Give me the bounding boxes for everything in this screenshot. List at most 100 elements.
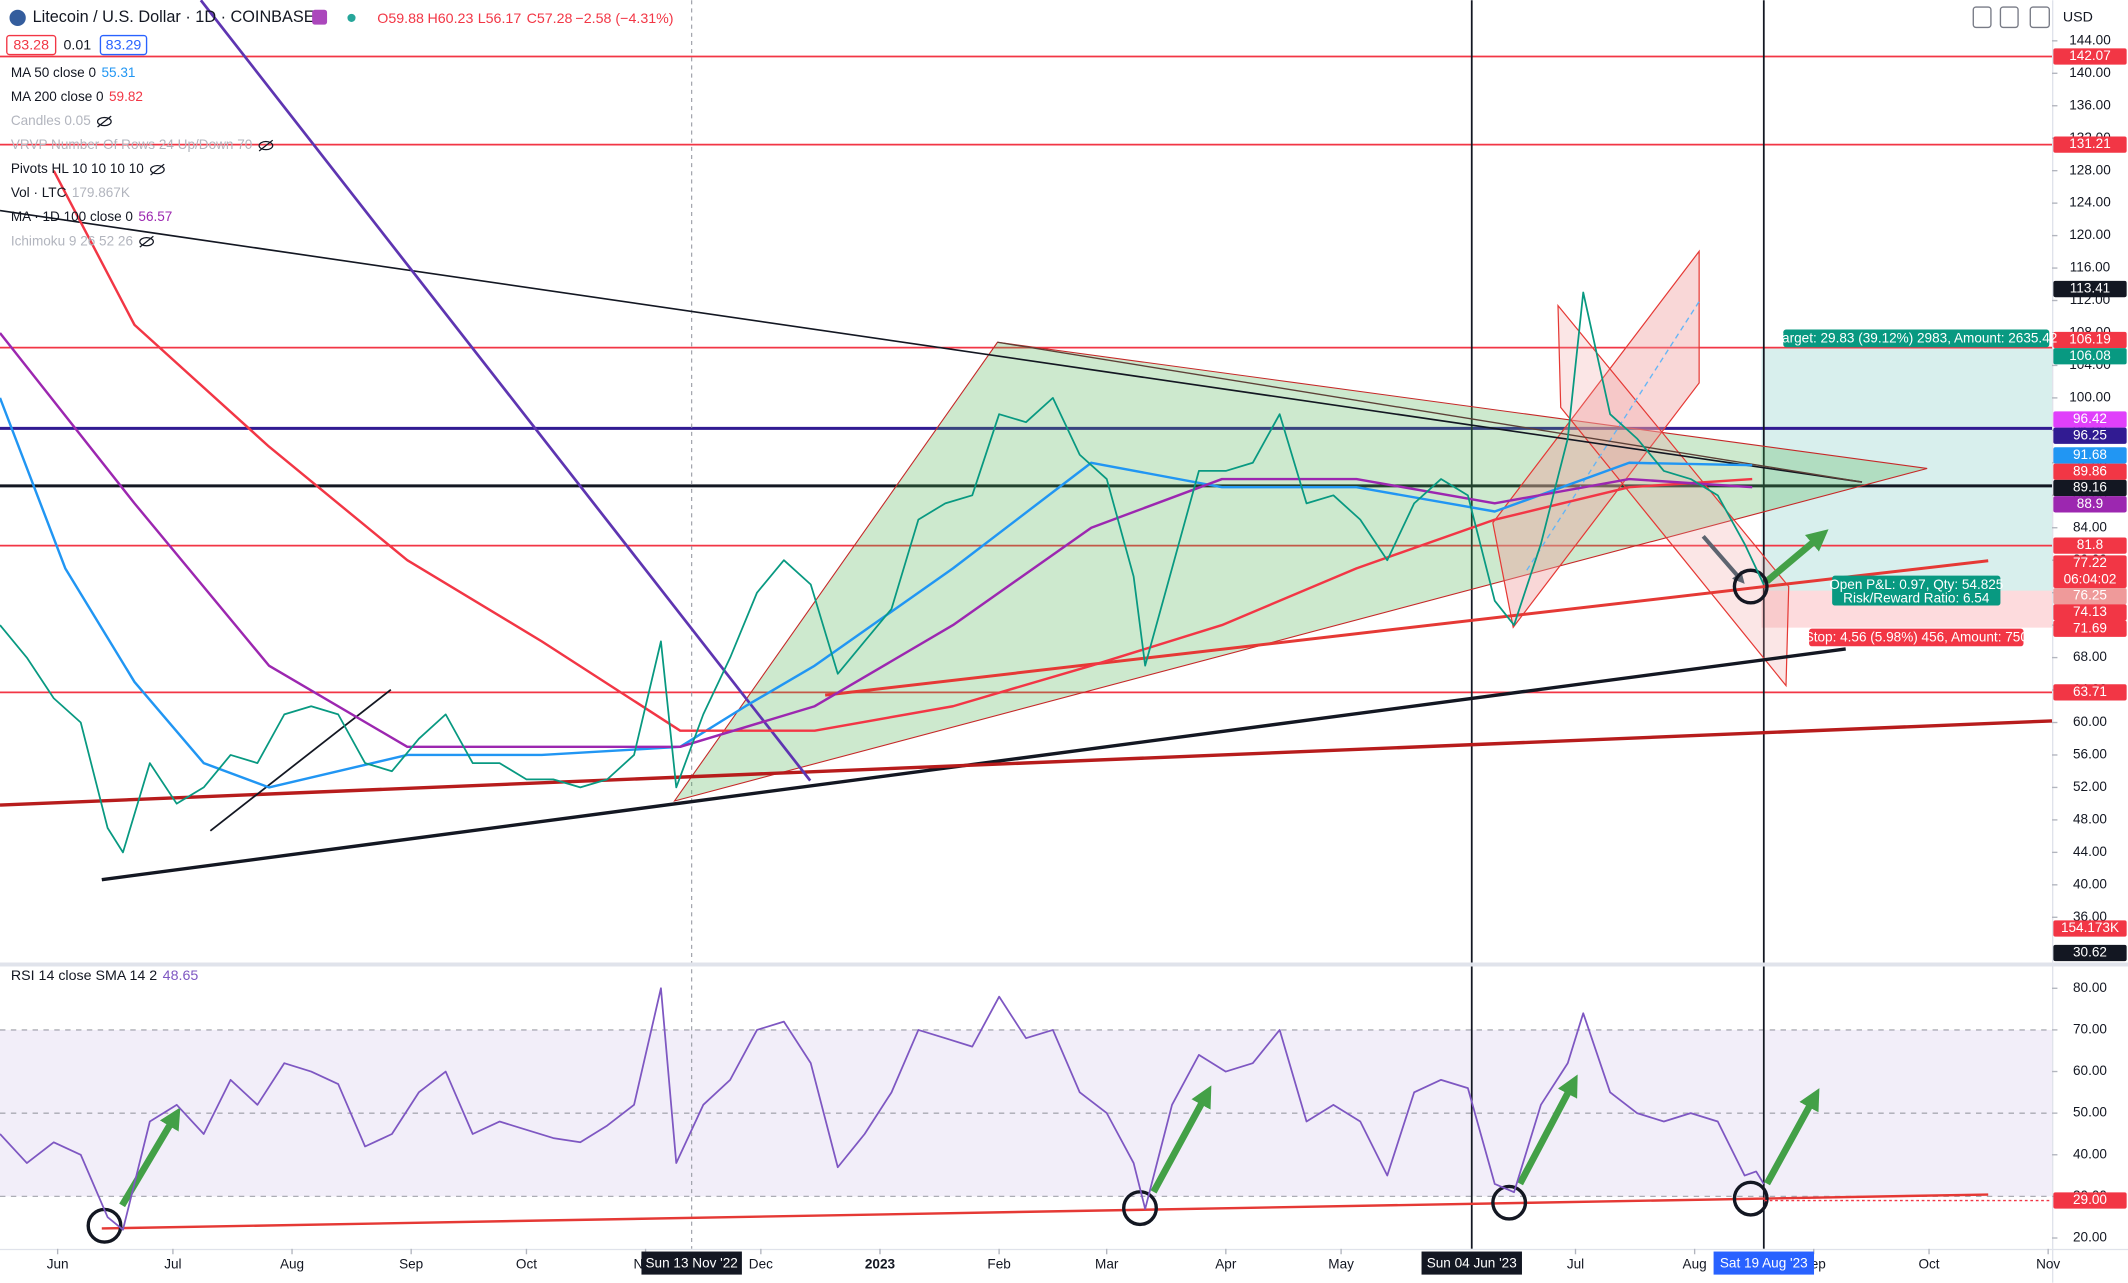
- y-tick-label: 44.00: [2073, 844, 2107, 859]
- low: L56.17: [478, 11, 522, 27]
- price-line: [0, 291, 1765, 854]
- rsi-line: [0, 987, 1765, 1231]
- price-label-bg: [2053, 427, 2127, 444]
- axis-labels: 36.0040.0044.0048.0052.0056.0060.0064.00…: [47, 32, 2127, 1275]
- volume-label: 154.173K: [2061, 920, 2119, 935]
- y-tick-label: 48.00: [2073, 811, 2107, 826]
- toolbar-button[interactable]: [1972, 6, 1992, 29]
- trendline: [199, 0, 812, 782]
- rsi-legend-value: 48.65: [163, 968, 199, 984]
- arrow: [119, 1107, 181, 1208]
- visibility-toggle-slash: [97, 115, 112, 128]
- x-tick-label: Apr: [1215, 1257, 1237, 1272]
- flag[interactable]: [312, 9, 328, 25]
- legend-value: 59.82: [109, 89, 143, 104]
- bid-box[interactable]: [6, 34, 57, 56]
- y-tick-label: 70.00: [2073, 1021, 2107, 1036]
- symbol-title[interactable]: Litecoin / U.S. Dollar · 1D · COINBASE: [33, 8, 315, 26]
- price-label: 131.21: [2069, 136, 2110, 151]
- arrow: [1701, 534, 1745, 584]
- rsi-band: [0, 1029, 2052, 1197]
- price-label-bg: [2053, 348, 2127, 365]
- price-label: 74.13: [2073, 604, 2107, 619]
- back-layer: [0, 0, 2052, 1249]
- y-tick-label: 56.00: [2073, 747, 2107, 762]
- position-stop-bg: [1809, 628, 2024, 647]
- y-tick-label: 40.00: [2073, 1146, 2107, 1161]
- visibility-toggle[interactable]: [139, 237, 154, 247]
- visibility-toggle-slash: [150, 163, 165, 176]
- arrow: [1150, 1085, 1212, 1194]
- legend-name: MA 200 close 0: [11, 89, 104, 104]
- price-label-bg: [2053, 463, 2127, 480]
- x-tick-label: Jul: [164, 1257, 181, 1272]
- y-tick-label: 120.00: [2069, 227, 2111, 242]
- x-tick-label: Aug: [1683, 1257, 1707, 1272]
- y-tick-label: 60.00: [2073, 714, 2107, 729]
- price-label: 81.8: [2077, 537, 2103, 552]
- volume-label-bg: [2053, 920, 2127, 937]
- price-label: 142.07: [2069, 48, 2110, 63]
- position-stop: Stop: 4.56 (5.98%) 456, Amount: 750: [1805, 630, 2029, 645]
- y-tick-label: 80.00: [2073, 980, 2107, 995]
- price-label: 77.22: [2073, 555, 2107, 570]
- y-tick-label: 84.00: [2073, 519, 2107, 534]
- x-tick-label: 2023: [865, 1257, 896, 1272]
- visibility-toggle[interactable]: [258, 140, 274, 151]
- price-label: 71.69: [2073, 620, 2107, 635]
- channel-midline: [1526, 301, 1700, 571]
- marker-label: Sun 13 Nov '22: [646, 1255, 738, 1270]
- triangle-pattern: [673, 341, 1928, 802]
- trendline: [209, 688, 392, 832]
- legend-name: Pivots HL 10 10 10 10: [11, 161, 144, 176]
- rsi-title: RSI 14 close SMA 14 2: [11, 968, 157, 984]
- position-pnl: Risk/Reward Ratio: 6.54: [1843, 590, 1990, 605]
- y-tick-label: 52.00: [2073, 779, 2107, 794]
- price-axis-bg: [2052, 0, 2128, 1283]
- ask: 83.29: [106, 37, 142, 53]
- trendline: [0, 719, 2053, 807]
- legend-name: Vol · LTC: [11, 185, 67, 200]
- rsi-trendline: [101, 1193, 1989, 1230]
- y-tick-label: 128.00: [2069, 162, 2111, 177]
- price-label-bg: [2053, 537, 2127, 554]
- x-tick-label: Mar: [1095, 1257, 1119, 1272]
- price-label: 96.25: [2073, 427, 2107, 442]
- arrow: [1516, 1074, 1578, 1186]
- high: H60.23: [428, 11, 474, 27]
- ask-box[interactable]: [99, 34, 148, 56]
- toolbar-button[interactable]: [2029, 6, 2050, 29]
- legend-name: Candles 0.05: [11, 113, 91, 128]
- x-tick-label: Jul: [1567, 1257, 1584, 1272]
- y-tick-label: 36.00: [2073, 909, 2107, 924]
- position-target: Target: 29.83 (39.12%) 2983, Amount: 263…: [1775, 331, 2057, 346]
- visibility-toggle[interactable]: [96, 116, 112, 127]
- rsi-label-bg: [2053, 1192, 2127, 1209]
- y-tick-label: 140.00: [2069, 65, 2111, 80]
- price-label-bg: [2053, 48, 2127, 65]
- y-tick-label: 136.00: [2069, 97, 2111, 112]
- marker-label-bg: [1713, 1251, 1815, 1275]
- price-label-bg: [2053, 479, 2127, 497]
- currency[interactable]: USD: [2063, 10, 2093, 26]
- price-label-bg: [2053, 684, 2127, 701]
- price-label: 88.9: [2077, 496, 2103, 511]
- price-label: 106.08: [2069, 348, 2110, 363]
- price-label-bg: [2053, 136, 2127, 153]
- visibility-toggle-slash: [258, 139, 274, 152]
- price-label-bg: [2053, 411, 2127, 428]
- y-tick-label: 68.00: [2073, 649, 2107, 664]
- legend-value: 56.57: [138, 209, 172, 224]
- x-tick-label: Oct: [516, 1257, 537, 1272]
- price-label-bg: [2053, 604, 2127, 621]
- marker-label-bg: [641, 1251, 742, 1275]
- price-label-bg: [2053, 496, 2127, 513]
- legend-value: 179.867K: [72, 185, 130, 200]
- circle-highlight: [1491, 1184, 1528, 1221]
- toolbar-button[interactable]: [1999, 6, 2019, 29]
- open: O59.88: [377, 11, 424, 27]
- x-tick-label: Nov: [2036, 1257, 2060, 1272]
- visibility-toggle[interactable]: [149, 164, 165, 175]
